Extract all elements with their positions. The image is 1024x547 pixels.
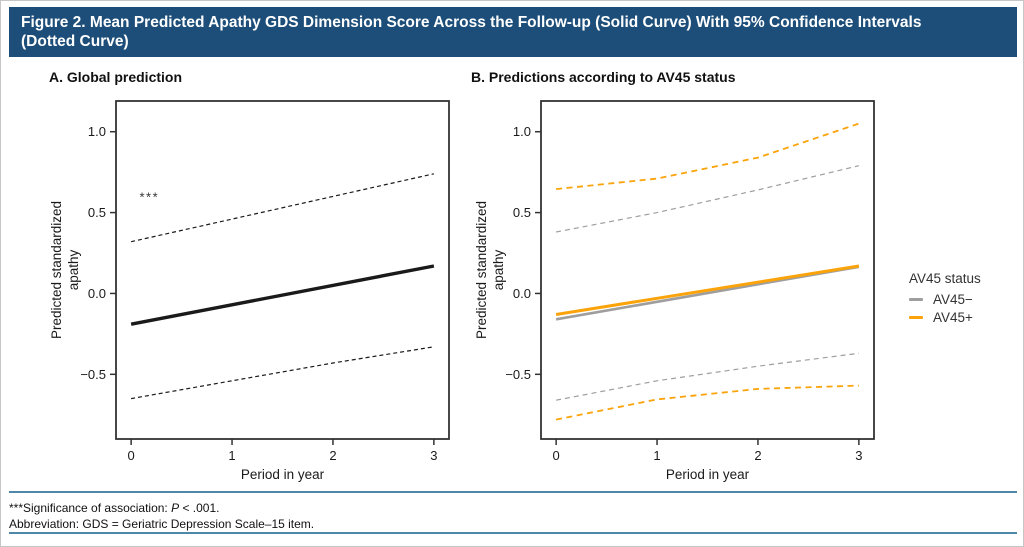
footnote-abbreviation: Abbreviation: GDS = Geriatric Depression… bbox=[9, 517, 315, 531]
svg-text:1.0: 1.0 bbox=[88, 124, 106, 139]
svg-text:−0.5: −0.5 bbox=[505, 367, 531, 382]
svg-text:0.0: 0.0 bbox=[88, 286, 106, 301]
panel-b-title: B. Predictions according to AV45 status bbox=[471, 69, 736, 85]
legend-title: AV45 status bbox=[909, 271, 981, 286]
svg-text:apathy: apathy bbox=[66, 249, 81, 290]
svg-text:3: 3 bbox=[430, 448, 437, 463]
av45-negative-line-swatch bbox=[909, 297, 923, 301]
svg-text:2: 2 bbox=[329, 448, 336, 463]
footnote-bottom-rule bbox=[9, 532, 1017, 534]
svg-text:Predicted standardized: Predicted standardized bbox=[49, 201, 64, 339]
footnote-significance-prefix: ***Significance of association: bbox=[9, 501, 172, 515]
svg-text:Predicted standardized: Predicted standardized bbox=[474, 201, 489, 339]
footnote-significance-suffix: < .001. bbox=[179, 501, 220, 515]
svg-text:Period in year: Period in year bbox=[241, 467, 325, 482]
chart-legend: AV45 status AV45− AV45+ bbox=[909, 271, 981, 325]
legend-item-av45-negative: AV45− bbox=[909, 291, 981, 307]
panel-b-chart: 1.0 0.5 0.0 −0.5 0 1 2 3 Period in year Predicted… bbox=[474, 100, 875, 482]
footnote-top-rule bbox=[9, 491, 1017, 493]
svg-text:***: *** bbox=[139, 189, 159, 204]
svg-text:1.0: 1.0 bbox=[513, 124, 531, 139]
footnote-significance: ***Significance of association: P < .001… bbox=[9, 500, 219, 516]
figure-caption-line1: Figure 2. Mean Predicted Apathy GDS Dime… bbox=[21, 14, 922, 31]
svg-text:3: 3 bbox=[855, 448, 862, 463]
panel-a-chart: 1.0 0.5 0.0 −0.5 0 1 2 3 *** Period in year Predic… bbox=[49, 100, 450, 482]
figure-caption-line2: (Dotted Curve) bbox=[21, 33, 129, 50]
footnote-significance-pvalue-symbol: P bbox=[171, 501, 180, 515]
svg-text:apathy: apathy bbox=[491, 249, 506, 290]
svg-text:0.5: 0.5 bbox=[513, 205, 531, 220]
svg-text:−0.5: −0.5 bbox=[80, 367, 106, 382]
svg-text:0: 0 bbox=[128, 448, 135, 463]
panel-a-title: A. Global prediction bbox=[49, 69, 183, 85]
svg-text:0.0: 0.0 bbox=[513, 286, 531, 301]
svg-text:1: 1 bbox=[228, 448, 235, 463]
legend-item-label: AV45+ bbox=[933, 309, 973, 325]
svg-text:0.5: 0.5 bbox=[88, 205, 106, 220]
figure-caption-bar: Figure 2. Mean Predicted Apathy GDS Dime… bbox=[9, 7, 1017, 57]
av45-positive-line-swatch bbox=[909, 315, 923, 319]
svg-text:0: 0 bbox=[553, 448, 560, 463]
legend-item-av45-positive: AV45+ bbox=[909, 309, 981, 325]
svg-text:2: 2 bbox=[754, 448, 761, 463]
svg-text:Period in year: Period in year bbox=[666, 467, 750, 482]
legend-item-label: AV45− bbox=[933, 291, 973, 307]
svg-text:1: 1 bbox=[653, 448, 660, 463]
